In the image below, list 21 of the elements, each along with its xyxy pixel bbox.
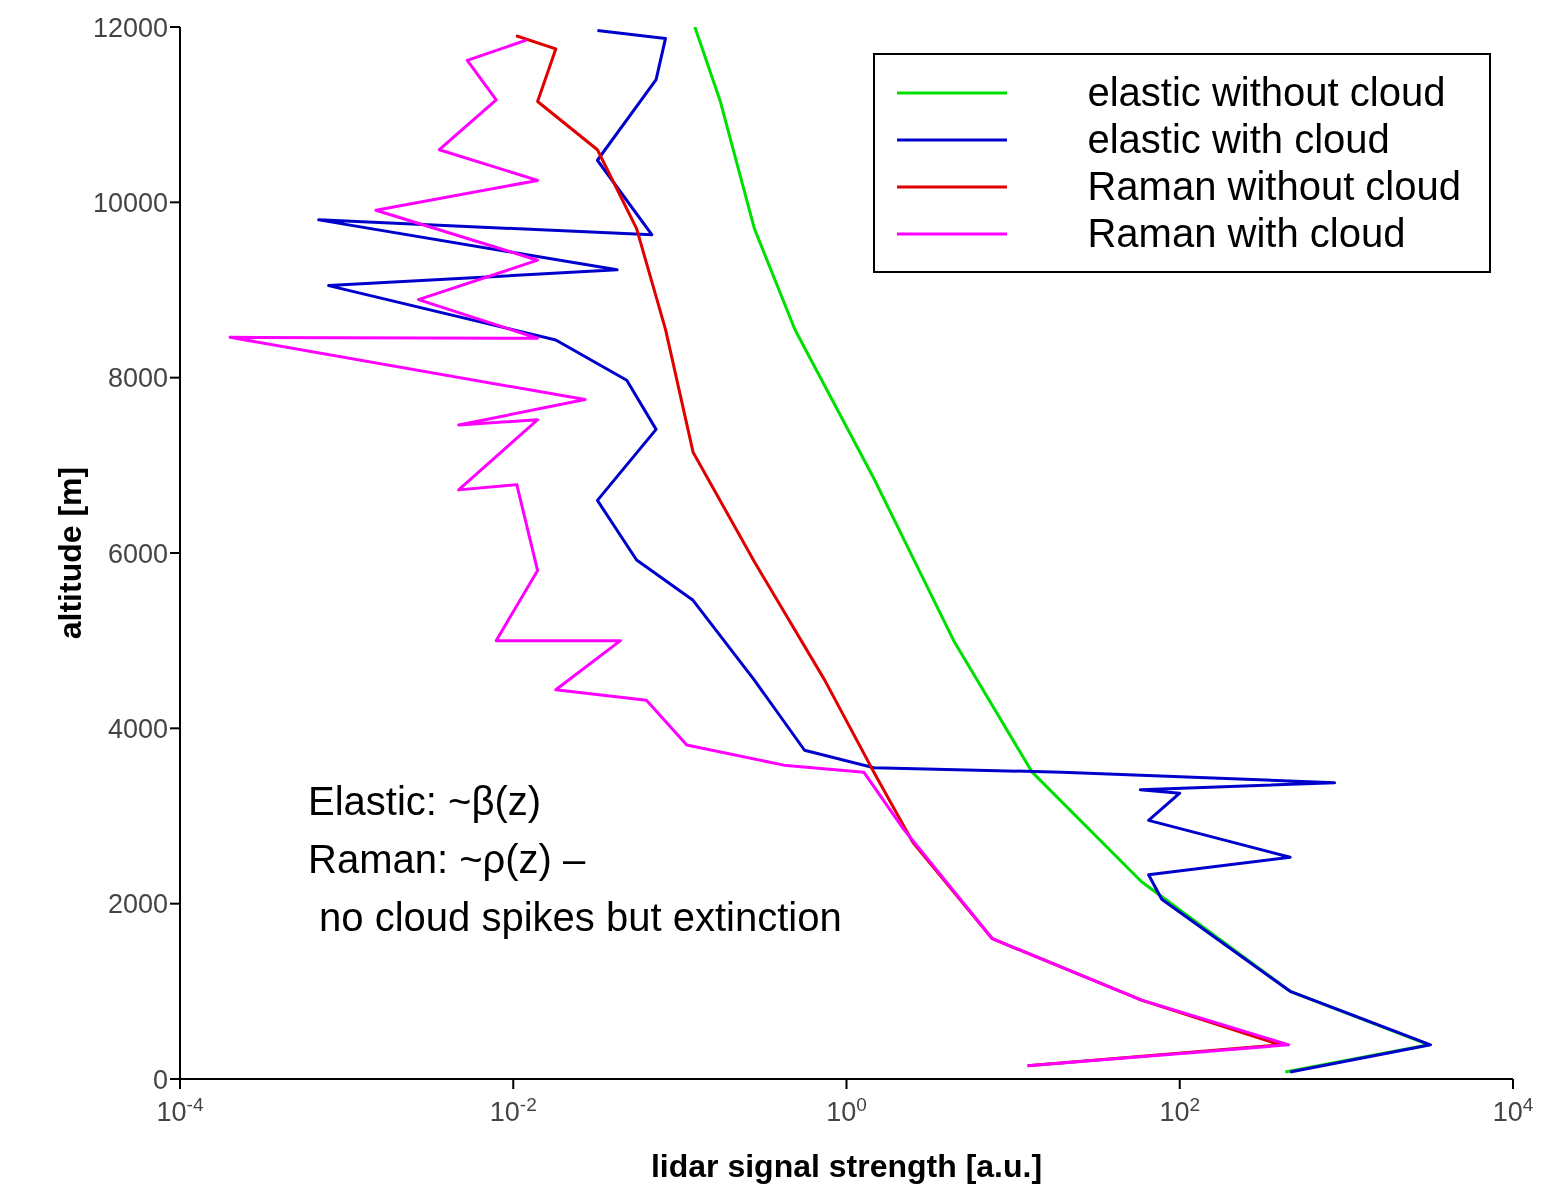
annotation: Elastic: ~β(z) — [308, 779, 542, 823]
y-tick-label: 4000 — [107, 713, 168, 744]
y-tick-label: 8000 — [107, 363, 168, 394]
legend-label: elastic without cloud — [1087, 69, 1446, 116]
y-tick-label: 6000 — [107, 538, 168, 569]
x-axis-title: lidar signal strength [a.u.] — [650, 1148, 1043, 1184]
annotation: no cloud spikes but extinction — [308, 895, 842, 939]
x-tick-label: 10$^{-4}$ — [156, 1093, 204, 1127]
x-tick-label: 10$^{0}$ — [826, 1093, 867, 1127]
y-tick-label: 12000 — [92, 12, 168, 43]
y-tick-label: 0 — [152, 1064, 168, 1095]
x-tick-label: 10$^{2}$ — [1159, 1093, 1201, 1127]
y-tick-label: 2000 — [107, 889, 168, 920]
annotation: Raman: ~ρ(z) – — [308, 837, 587, 881]
x-tick-label: 10$^{4}$ — [1492, 1093, 1534, 1127]
legend-label: Raman with cloud — [1087, 210, 1406, 257]
y-tick-label: 10000 — [92, 187, 168, 218]
x-tick-label: 10$^{-2}$ — [489, 1093, 537, 1127]
legend-label: elastic with cloud — [1087, 116, 1390, 163]
legend-label: Raman without cloud — [1087, 163, 1461, 210]
y-axis-title: altitude [m] — [52, 466, 89, 640]
